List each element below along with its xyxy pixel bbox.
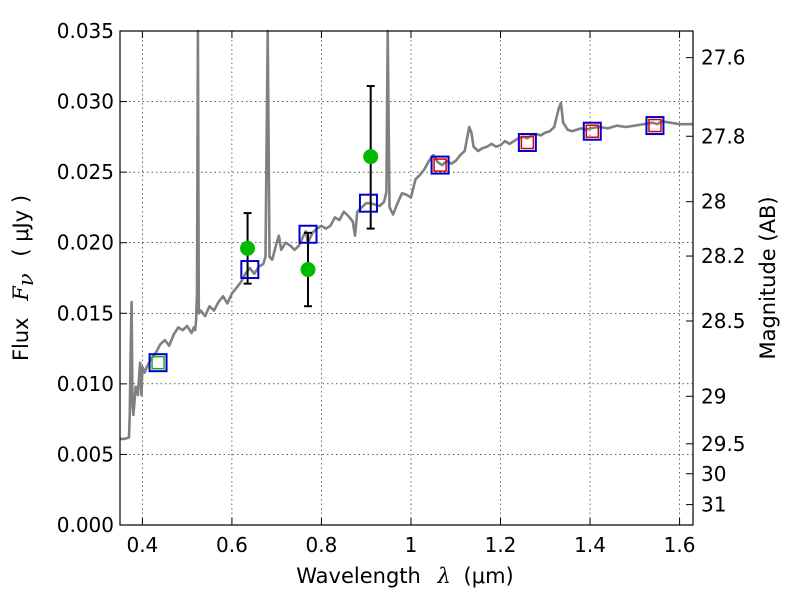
y2-tick-label: 28.5 (701, 309, 746, 333)
y2-tick-label: 27.8 (701, 124, 746, 148)
model-point-box (298, 224, 318, 244)
y2-tick-label: 27.6 (701, 46, 746, 70)
observed-point (300, 262, 316, 278)
model-point-red-box (585, 124, 600, 138)
y2-tick-label: 28 (701, 190, 726, 214)
model-point-red-box (433, 158, 447, 172)
photometry-points (148, 116, 665, 373)
model-spectrum-line (120, 29, 693, 441)
y-axis-label-text: Flux (9, 317, 33, 361)
y-axis-unit: ( μJy ) (9, 195, 33, 257)
x-tick-label: 1 (405, 533, 418, 557)
y2-tick-label: 29 (701, 384, 726, 408)
plot-frame (119, 30, 694, 526)
y-axis-symbol: F (9, 285, 33, 302)
model-point-box (645, 116, 665, 136)
y-axis-label: Flux Fν ( μJy ) (9, 195, 38, 361)
y2-tick-label: 30 (701, 462, 726, 486)
x-tick-label: 0.6 (216, 533, 248, 557)
x-axis-unit: (μm) (464, 564, 514, 588)
model-point-box (582, 121, 602, 141)
y-tick-label: 0.030 (57, 90, 114, 114)
y2-tick-label: 28.2 (701, 244, 746, 268)
y2-tick-label: 31 (701, 493, 726, 517)
y-tick-label: 0.020 (57, 231, 114, 255)
y2-tick-label: 29.5 (701, 432, 746, 456)
y-tick-label: 0.025 (57, 160, 114, 184)
x-tick-label: 1.4 (574, 533, 606, 557)
observed-point (240, 240, 256, 256)
x-tick-label: 1.6 (664, 533, 696, 557)
grid-lines (120, 30, 693, 526)
model-point-box (430, 155, 450, 175)
model-point-box (358, 193, 378, 213)
y-tick-label: 0.000 (57, 513, 114, 537)
axis-ticks: 0.4 0.6 0.8 1 1.2 1.4 1.6 0.000 0.005 0.010 0.015 0… (57, 19, 746, 557)
y-tick-label: 0.015 (57, 301, 114, 325)
model-point-red-box (520, 135, 535, 150)
x-tick-label: 0.4 (126, 533, 158, 557)
y-tick-label: 0.005 (57, 442, 114, 466)
x-axis-label: Wavelength λ (μm) (296, 564, 513, 588)
x-tick-label: 0.8 (306, 533, 338, 557)
model-point-box (148, 353, 168, 373)
y-tick-label: 0.010 (57, 372, 114, 396)
y2-axis-label: Magnitude (AB) (756, 196, 780, 359)
x-tick-label: 1.2 (485, 533, 517, 557)
observed-point (363, 149, 379, 165)
model-point-red-box (648, 118, 662, 133)
y-axis-subscript: ν (14, 273, 38, 286)
model-spectrum-series (120, 29, 693, 441)
model-point-box (240, 260, 260, 280)
model-point-box (517, 133, 537, 153)
x-axis-label-text: Wavelength (296, 564, 421, 588)
model-point-green-box (151, 355, 165, 370)
x-axis-symbol: λ (437, 564, 451, 588)
y-tick-label: 0.035 (57, 19, 114, 43)
